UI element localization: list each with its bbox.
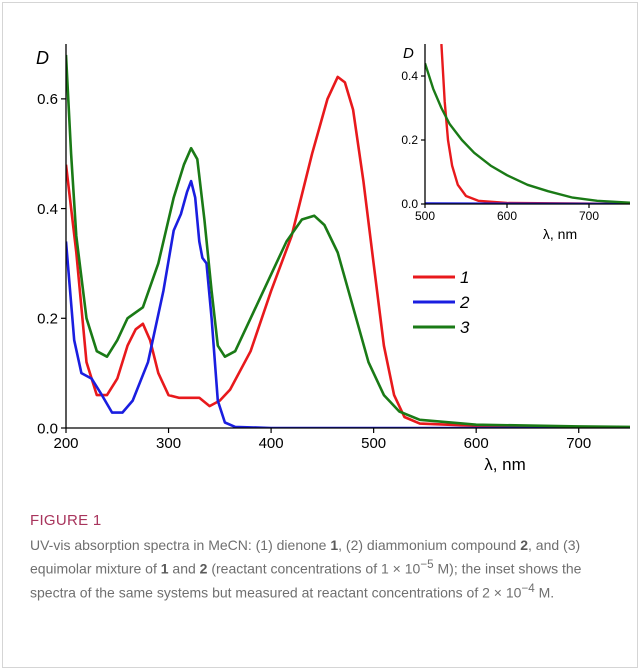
- main-y-tick-label: 0.6: [37, 91, 58, 108]
- caption-run: and: [168, 560, 200, 577]
- figure-label: FIGURE 1: [30, 512, 102, 529]
- caption-run: M.: [534, 584, 555, 601]
- inset-series-group: [425, 44, 630, 204]
- caption-text: UV-vis absorption spectra in MeCN: (1) d…: [30, 535, 620, 602]
- main-x-tick-label: 300: [156, 435, 181, 452]
- main-x-tick-label: 500: [361, 435, 386, 452]
- caption-run: −4: [521, 581, 535, 595]
- legend-label-3: 3: [460, 318, 470, 337]
- inset-y-axis-label: D: [403, 45, 414, 62]
- inset-x-tick-label: 700: [579, 209, 599, 223]
- main-y-tick-label: 0.4: [37, 201, 58, 218]
- inset-plot: 500 600 700 0.0 0.2 0.4 Dλ, nm: [401, 44, 630, 242]
- inset-y-tick-label: 0.0: [401, 197, 418, 211]
- main-series-3-line: [66, 54, 630, 428]
- inset-x-tick-label: 600: [497, 209, 517, 223]
- main-x-tick-label: 400: [259, 435, 284, 452]
- caption-run: , (2) diammonium compound: [338, 537, 521, 553]
- caption-run: (reactant concentrations of 1 × 10: [207, 560, 421, 577]
- main-x-tick-label: 600: [464, 435, 489, 452]
- legend-label-1: 1: [460, 268, 469, 287]
- legend: 1 2 3: [413, 268, 470, 337]
- caption-run: 1: [330, 537, 339, 553]
- absorption-chart: 200 300 400 500 600 700 0.0 0.2 0.4 0.6 Dλ, nm 500…: [36, 44, 630, 474]
- legend-label-2: 2: [459, 293, 470, 312]
- inset-y-tick-label: 0.4: [401, 69, 418, 83]
- inset-y-tick-label: 0.2: [401, 133, 418, 147]
- caption-run: UV-vis absorption spectra in MeCN: (1) d…: [30, 537, 331, 553]
- main-x-tick-label: 700: [566, 435, 591, 452]
- main-series-1-line: [66, 75, 630, 428]
- caption-run: 1: [160, 560, 169, 577]
- main-plot: 200 300 400 500 600 700 0.0 0.2 0.4 0.6 Dλ, nm: [36, 44, 630, 474]
- caption-run: 2: [199, 560, 208, 577]
- inset-x-tick-label: 500: [415, 209, 435, 223]
- main-x-axis-label: λ, nm: [484, 455, 526, 474]
- inset-series-3-line: [425, 62, 630, 204]
- caption-run: , and (3) equimolar mixture of: [30, 537, 581, 577]
- main-series-2-line: [66, 179, 630, 428]
- main-y-tick-label: 0.0: [37, 420, 58, 437]
- caption-run: −5: [420, 558, 434, 571]
- caption-run: M); the inset shows the spectra of the s…: [30, 560, 582, 601]
- figure-caption: FIGURE 1 UV-vis absorption spectra in Me…: [30, 512, 620, 602]
- caption-run: 2: [520, 537, 529, 553]
- inset-series-1-line: [440, 44, 630, 204]
- inset-x-axis-label: λ, nm: [543, 226, 577, 242]
- main-y-tick-label: 0.2: [37, 311, 58, 328]
- main-series-group: [66, 54, 630, 428]
- main-x-tick-label: 200: [53, 435, 78, 452]
- main-y-axis-label: D: [36, 48, 49, 68]
